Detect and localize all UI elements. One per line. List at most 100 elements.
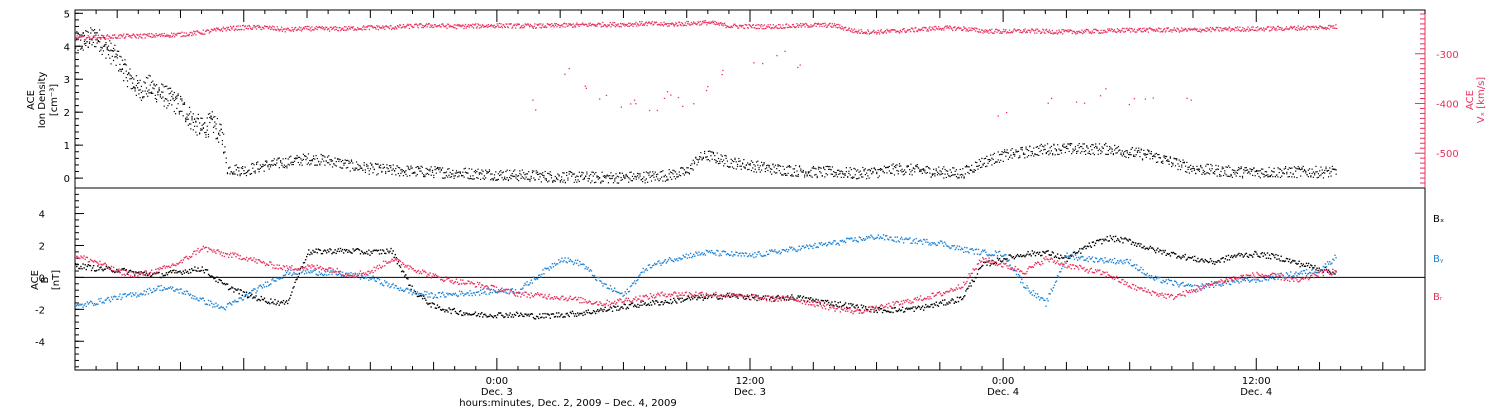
- vx-point: [1172, 29, 1174, 31]
- density-point: [766, 164, 768, 167]
- density-point: [616, 175, 618, 177]
- b-bx-point: [762, 295, 765, 298]
- vx-point: [563, 22, 566, 24]
- b-bx-point: [647, 303, 650, 305]
- density-point: [1101, 146, 1103, 148]
- b-bx-point: [619, 308, 621, 310]
- density-point: [858, 171, 860, 173]
- b-bx-point: [145, 272, 148, 274]
- density-point: [171, 95, 173, 98]
- density-point: [840, 170, 842, 172]
- density-point: [433, 176, 435, 179]
- vx-point: [885, 32, 887, 34]
- b-bx-point: [337, 248, 340, 250]
- density-point: [181, 100, 183, 102]
- vx-point: [780, 27, 783, 29]
- density-point: [1148, 150, 1150, 153]
- density-point: [1165, 160, 1168, 162]
- vx-point: [1076, 32, 1079, 34]
- vx-point: [153, 36, 155, 38]
- vx-point: [1114, 30, 1116, 33]
- b-bx-point: [713, 293, 715, 295]
- density-point: [757, 160, 759, 162]
- b-bx-point: [397, 261, 400, 263]
- density-point: [914, 171, 916, 173]
- density-point: [714, 154, 716, 157]
- vx-point: [465, 27, 467, 29]
- density-point: [588, 175, 591, 177]
- vx-point: [969, 29, 972, 31]
- b-bx-point: [326, 252, 328, 254]
- b-bx-point: [562, 316, 564, 319]
- density-point: [112, 59, 115, 62]
- vx-point: [943, 27, 946, 29]
- b-bx-point: [584, 313, 586, 316]
- density-point: [216, 138, 218, 140]
- density-point: [864, 173, 866, 176]
- vx-point: [278, 30, 281, 32]
- vx-point: [292, 30, 295, 32]
- vx-point: [100, 34, 103, 36]
- vx-point: [298, 26, 300, 28]
- vx-point: [583, 24, 585, 26]
- vx-point: [936, 28, 938, 30]
- vx-point: [584, 23, 586, 26]
- vx-point: [1053, 32, 1055, 34]
- density-point: [149, 75, 151, 77]
- vx-point: [1206, 27, 1209, 29]
- vx-point: [487, 23, 489, 26]
- density-point: [328, 155, 330, 157]
- vx-point: [641, 20, 643, 23]
- density-point: [848, 170, 850, 172]
- density-point: [1215, 164, 1217, 167]
- b-bx-point: [704, 297, 707, 299]
- density-point: [630, 180, 632, 182]
- vx-point: [573, 26, 575, 28]
- density-point: [621, 172, 623, 174]
- density-point: [725, 157, 727, 159]
- vx-point: [653, 23, 655, 26]
- density-point: [662, 170, 664, 172]
- b-bx-point: [610, 307, 613, 309]
- b-bx-point: [948, 301, 950, 303]
- vx-point: [299, 29, 301, 31]
- density-point: [969, 169, 971, 172]
- density-point: [390, 167, 392, 169]
- b-bx-point: [710, 296, 713, 299]
- vx-point: [816, 23, 818, 25]
- density-point: [285, 157, 287, 160]
- vx-point: [1125, 27, 1127, 30]
- vx-point: [470, 24, 473, 27]
- density-point: [80, 39, 82, 41]
- density-point: [719, 162, 721, 164]
- vx-point: [1323, 27, 1325, 29]
- density-point: [568, 173, 570, 175]
- density-point: [619, 172, 621, 175]
- vx-point: [489, 25, 491, 27]
- vx-point: [263, 28, 265, 30]
- density-point: [123, 72, 125, 74]
- vx-point: [458, 25, 460, 27]
- vx-point: [720, 24, 723, 26]
- vx-point: [763, 24, 766, 26]
- b-bx-point: [813, 300, 815, 302]
- b-bx-point: [134, 274, 136, 276]
- density-point: [201, 124, 203, 126]
- b-bx-point: [404, 275, 406, 277]
- density-point: [334, 164, 336, 166]
- b-bx-point: [960, 298, 963, 301]
- b-bx-point: [877, 307, 880, 309]
- vx-point: [811, 25, 814, 27]
- density-point: [747, 162, 749, 164]
- density-point: [1012, 152, 1015, 154]
- vx-point: [1265, 28, 1268, 30]
- vx-point: [698, 24, 701, 26]
- density-point: [947, 170, 949, 172]
- vx-point: [1177, 28, 1179, 30]
- density-point: [531, 170, 534, 172]
- vx-point: [1133, 28, 1135, 30]
- density-point: [769, 171, 772, 173]
- vx-point: [368, 25, 370, 27]
- b-bx-point: [487, 315, 489, 318]
- vx-point: [802, 24, 805, 26]
